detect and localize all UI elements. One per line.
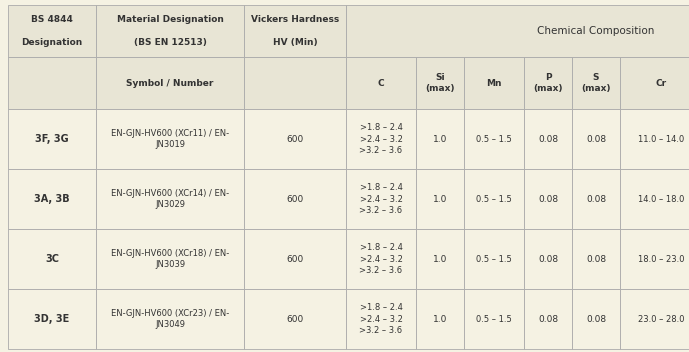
Text: 14.0 – 18.0: 14.0 – 18.0 [638,195,684,203]
Bar [572,57,620,109]
Bar [8,57,96,109]
Bar [416,109,464,169]
Bar [524,109,572,169]
Text: >1.8 – 2.4
>2.4 – 3.2
>3.2 – 3.6: >1.8 – 2.4 >2.4 – 3.2 >3.2 – 3.6 [360,303,402,335]
Bar [96,109,244,169]
Text: Mn: Mn [486,78,502,88]
Bar [572,169,620,229]
Text: 3F, 3G: 3F, 3G [35,134,69,144]
Text: P
(max): P (max) [533,73,563,93]
Text: 0.08: 0.08 [586,195,606,203]
Bar [346,109,416,169]
Text: 0.5 – 1.5: 0.5 – 1.5 [476,195,512,203]
Text: 1.0: 1.0 [433,134,447,144]
Bar [524,169,572,229]
Bar [346,289,416,349]
Bar [96,57,244,109]
Bar [464,229,524,289]
Bar [346,57,416,109]
Text: >1.8 – 2.4
>2.4 – 3.2
>3.2 – 3.6: >1.8 – 2.4 >2.4 – 3.2 >3.2 – 3.6 [360,123,402,155]
Text: Cr: Cr [655,78,666,88]
Bar [572,229,620,289]
Text: C: C [378,78,384,88]
Bar [96,229,244,289]
Bar [416,229,464,289]
Text: 18.0 – 23.0: 18.0 – 23.0 [638,254,684,264]
Bar [244,5,346,57]
Text: 0.08: 0.08 [538,195,558,203]
Bar [620,289,689,349]
Bar [572,289,620,349]
Bar [8,229,96,289]
Bar [620,169,689,229]
Bar [464,289,524,349]
Text: EN-GJN-HV600 (XCr11) / EN-
JN3019: EN-GJN-HV600 (XCr11) / EN- JN3019 [111,129,229,149]
Bar [620,229,689,289]
Bar [524,57,572,109]
Bar [96,289,244,349]
Text: >1.8 – 2.4
>2.4 – 3.2
>3.2 – 3.6: >1.8 – 2.4 >2.4 – 3.2 >3.2 – 3.6 [360,243,402,275]
Text: Symbol / Number: Symbol / Number [126,78,214,88]
Text: 1.0: 1.0 [433,254,447,264]
Text: 0.08: 0.08 [538,134,558,144]
Bar [416,289,464,349]
Bar [244,109,346,169]
Text: Chemical Composition: Chemical Composition [537,26,655,36]
Bar [346,169,416,229]
Text: 1.0: 1.0 [433,314,447,323]
Bar [8,169,96,229]
Text: 0.08: 0.08 [586,314,606,323]
Text: 3C: 3C [45,254,59,264]
Bar [244,169,346,229]
Text: 3D, 3E: 3D, 3E [34,314,70,324]
Bar [416,169,464,229]
Text: 600: 600 [287,195,304,203]
Text: 0.08: 0.08 [538,314,558,323]
Text: 1.0: 1.0 [433,195,447,203]
Text: EN-GJN-HV600 (XCr18) / EN-
JN3039: EN-GJN-HV600 (XCr18) / EN- JN3039 [111,249,229,269]
Text: 0.5 – 1.5: 0.5 – 1.5 [476,134,512,144]
Text: 0.08: 0.08 [586,134,606,144]
Bar [464,109,524,169]
Bar [416,57,464,109]
Bar [464,169,524,229]
Bar [464,57,524,109]
Text: Vickers Hardness

HV (Min): Vickers Hardness HV (Min) [251,15,339,47]
Bar [8,5,96,57]
Bar [244,229,346,289]
Bar [346,5,689,57]
Bar [524,289,572,349]
Bar [524,229,572,289]
Bar [620,109,689,169]
Bar [244,57,346,109]
Text: 23.0 – 28.0: 23.0 – 28.0 [638,314,684,323]
Text: EN-GJN-HV600 (XCr14) / EN-
JN3029: EN-GJN-HV600 (XCr14) / EN- JN3029 [111,189,229,209]
Text: 600: 600 [287,134,304,144]
Text: 0.5 – 1.5: 0.5 – 1.5 [476,254,512,264]
Text: 0.5 – 1.5: 0.5 – 1.5 [476,314,512,323]
Bar [572,109,620,169]
Bar [346,229,416,289]
Bar [244,289,346,349]
Text: Material Designation

(BS EN 12513): Material Designation (BS EN 12513) [116,15,223,47]
Text: 0.08: 0.08 [538,254,558,264]
Text: 0.08: 0.08 [586,254,606,264]
Bar [96,5,244,57]
Text: EN-GJN-HV600 (XCr23) / EN-
JN3049: EN-GJN-HV600 (XCr23) / EN- JN3049 [111,309,229,329]
Text: S
(max): S (max) [582,73,610,93]
Text: >1.8 – 2.4
>2.4 – 3.2
>3.2 – 3.6: >1.8 – 2.4 >2.4 – 3.2 >3.2 – 3.6 [360,183,402,215]
Bar [620,57,689,109]
Text: Si
(max): Si (max) [425,73,455,93]
Text: 3A, 3B: 3A, 3B [34,194,70,204]
Text: 600: 600 [287,314,304,323]
Text: 11.0 – 14.0: 11.0 – 14.0 [638,134,684,144]
Text: 600: 600 [287,254,304,264]
Text: BS 4844

Designation: BS 4844 Designation [21,15,83,47]
Bar [8,289,96,349]
Bar [96,169,244,229]
Bar [8,109,96,169]
